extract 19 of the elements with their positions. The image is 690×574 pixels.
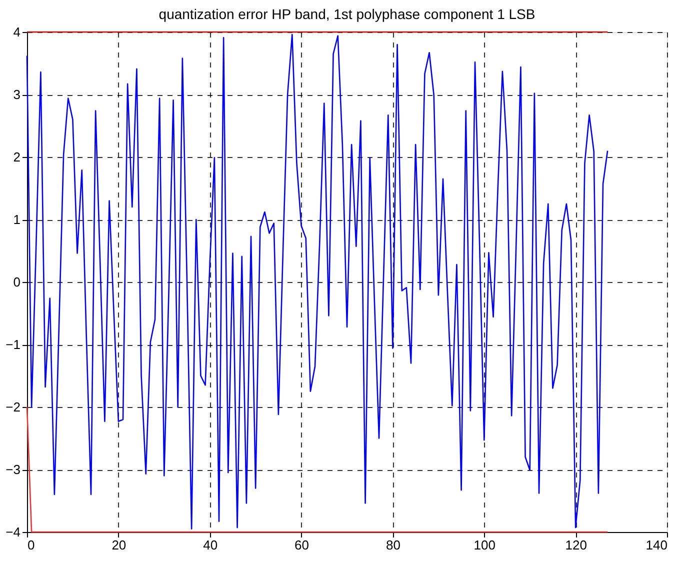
y-tick-label: 0: [13, 274, 20, 290]
x-tick-label: 60: [294, 538, 310, 552]
x-tick-label: 120: [565, 538, 587, 552]
y-tick-label: 4: [13, 24, 20, 40]
x-tick-label: 20: [112, 538, 126, 552]
y-tick-label: −3: [6, 462, 20, 477]
y-tick-label: −1: [6, 337, 20, 352]
y-tick-label: −2: [6, 400, 20, 414]
x-tick-label: 0: [28, 538, 35, 552]
x-tick-label: 100: [474, 538, 496, 552]
y-tick-label: −4: [6, 524, 20, 540]
x-tick-label: 40: [203, 538, 218, 552]
x-tick-label: 80: [386, 538, 400, 552]
chart-title: quantization error HP band, 1st polyphase component 1 LSB: [158, 6, 536, 22]
x-tick-label: 140: [646, 538, 668, 552]
y-tick-label: 2: [13, 150, 20, 164]
line-series: [26, 34, 608, 530]
y-tick-label: 3: [13, 87, 20, 102]
y-tick-label: 1: [13, 212, 20, 227]
